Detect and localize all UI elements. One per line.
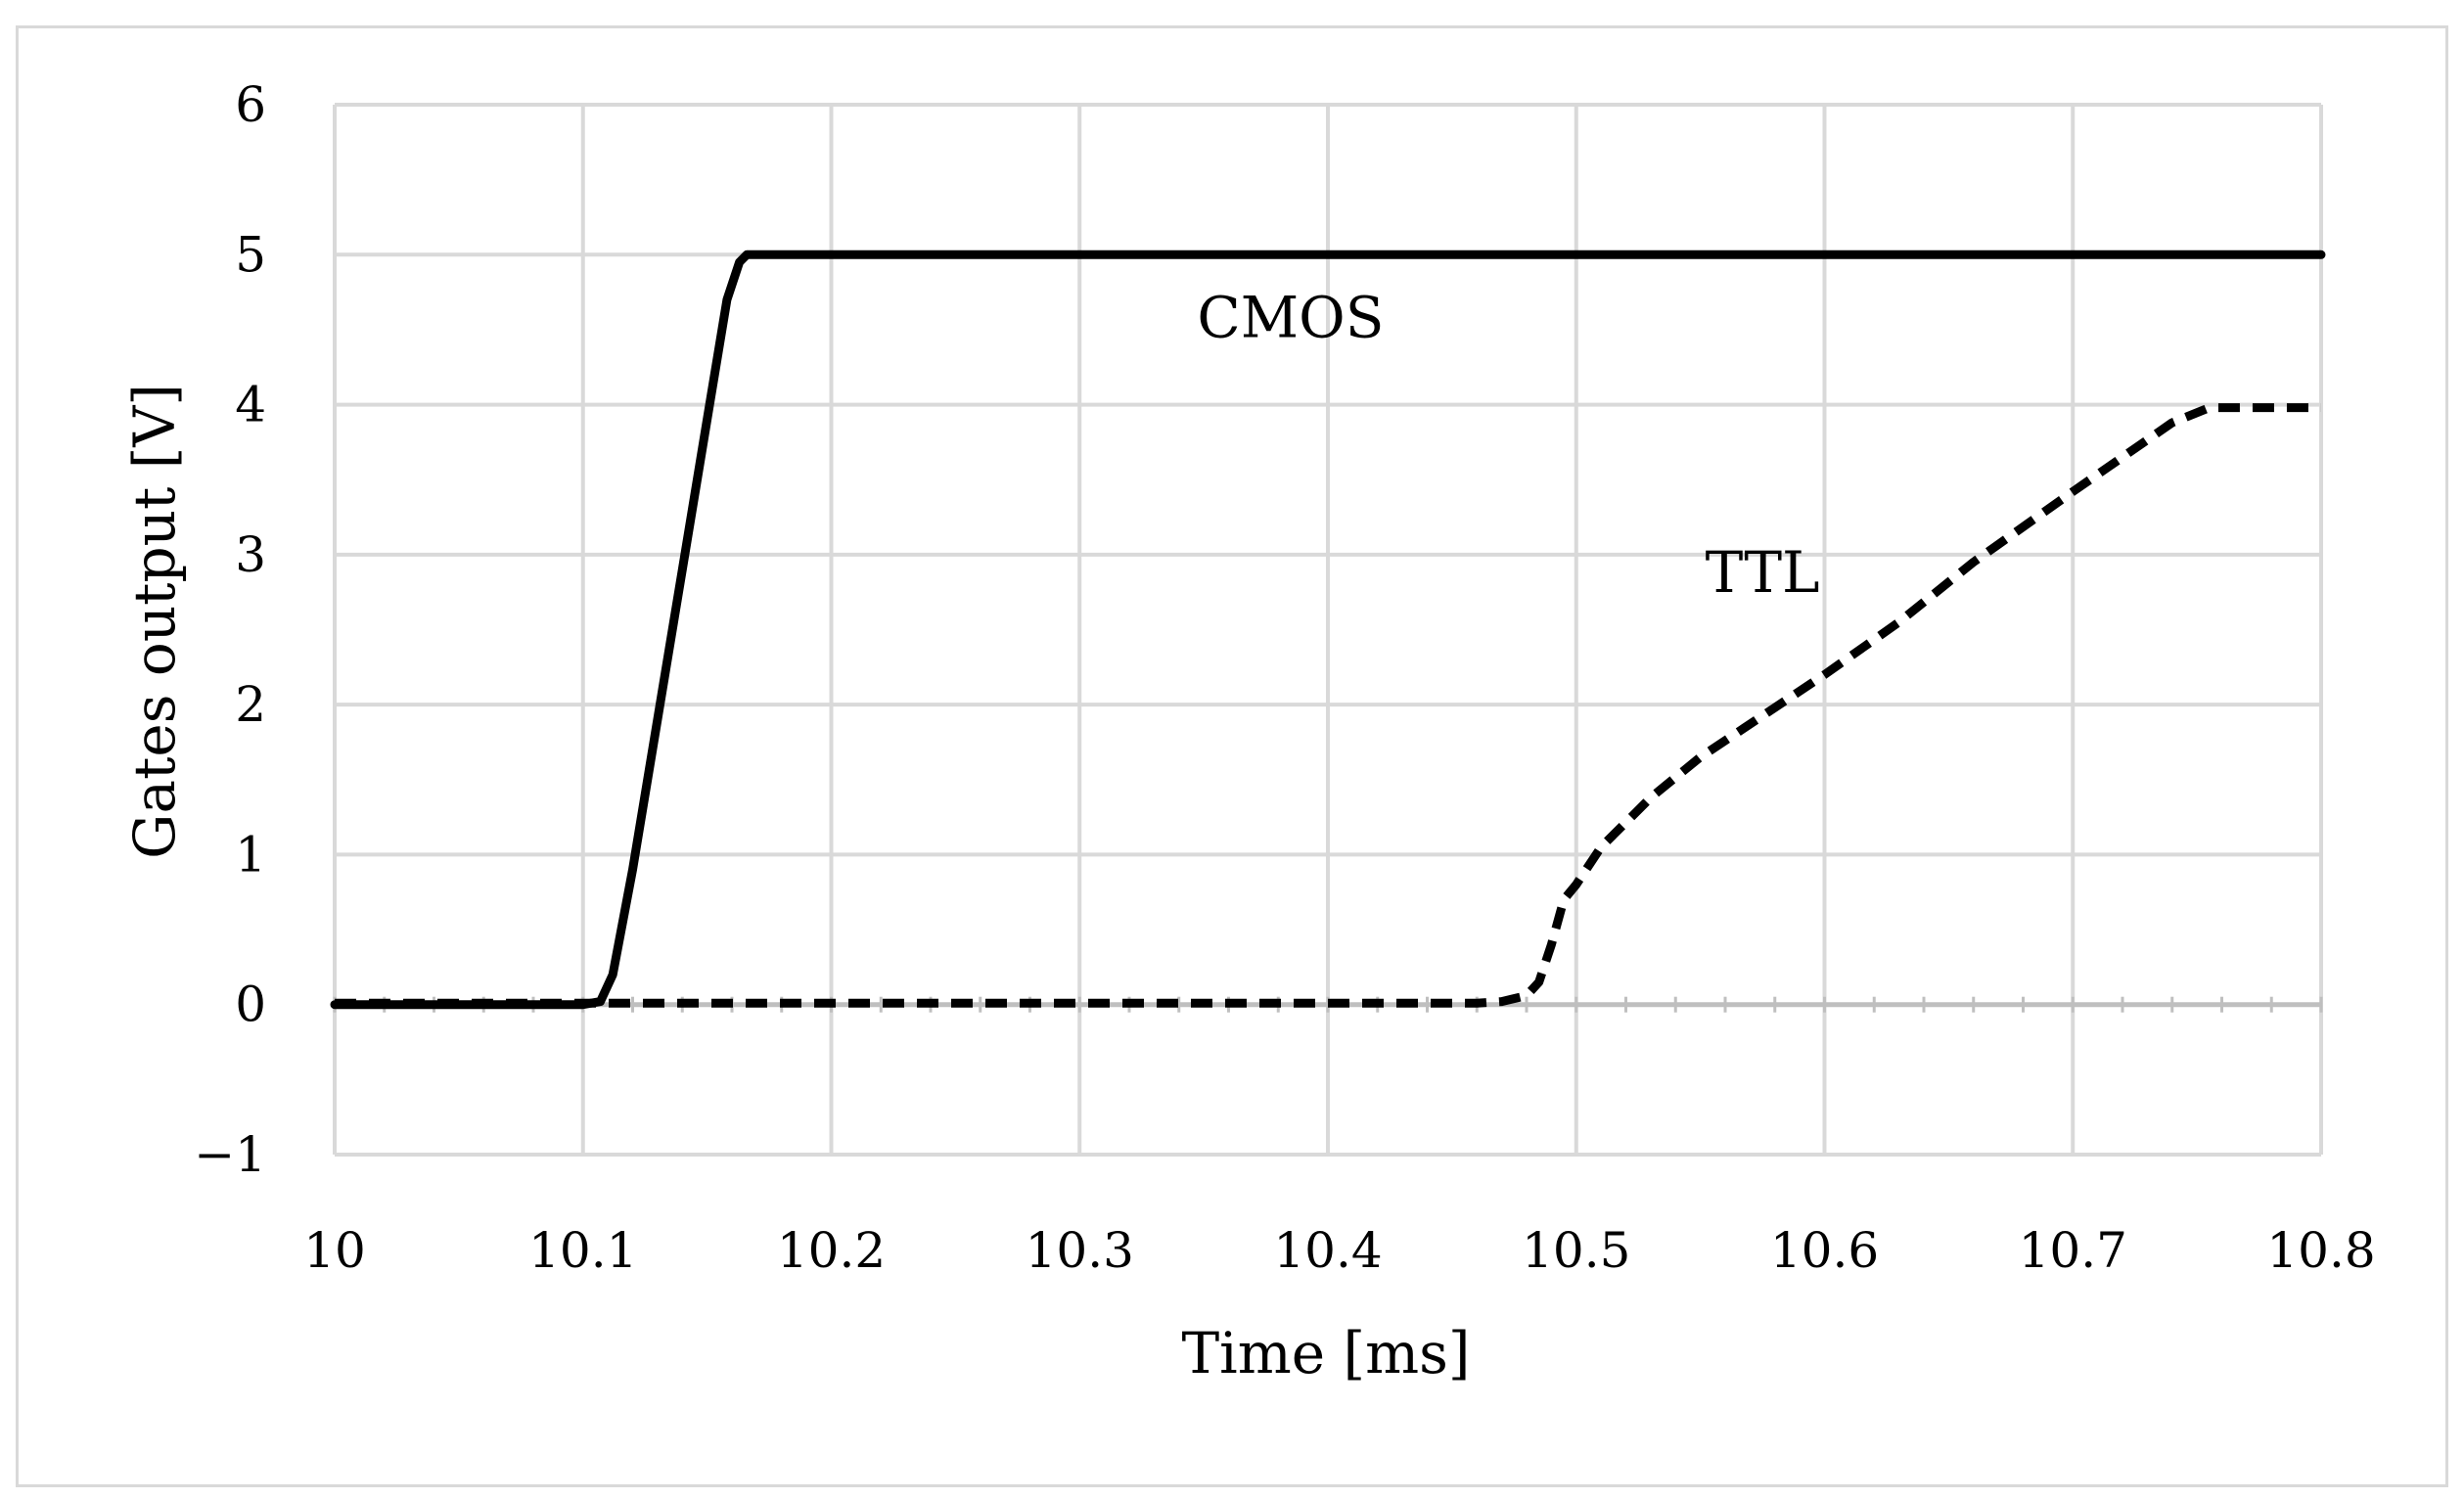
y-axis-title: Gates output [V]	[121, 384, 188, 859]
y-tick-label: 4	[235, 377, 266, 433]
series-label-cmos: CMOS	[1197, 285, 1384, 351]
x-tick-label: 10.6	[1770, 1222, 1879, 1279]
y-tick-label: 2	[235, 676, 266, 733]
grid	[333, 103, 2323, 1157]
x-axis-title: Time [ms]	[1181, 1320, 1470, 1386]
series-line-ttl	[335, 403, 2321, 1008]
series-line-cmos	[330, 250, 2326, 1010]
series	[330, 250, 2326, 1010]
x-tick-label: 10.3	[1026, 1222, 1134, 1279]
labels: 10 10.1 10.2 10.3 10.4 10.5 10.6 10.7 10.8 −1 0 1 2 3…	[194, 76, 2375, 1279]
y-tick-label: 5	[235, 226, 266, 283]
y-tick-label: 1	[235, 826, 266, 883]
y-tick-label: 3	[235, 526, 266, 583]
x-tick-label: 10.5	[1522, 1222, 1630, 1279]
y-tick-label: −1	[194, 1126, 266, 1183]
x-tick-label: 10.7	[2019, 1222, 2127, 1279]
y-tick-label: 6	[235, 76, 266, 133]
x-tick-label: 10.4	[1273, 1222, 1382, 1279]
chart-frame	[16, 25, 2448, 1487]
series-label-ttl: TTL	[1706, 539, 1820, 606]
y-tick-label: 0	[235, 977, 266, 1033]
x-tick-label: 10	[303, 1222, 366, 1279]
x-tick-label: 10.2	[777, 1222, 886, 1279]
x-tick-label: 10.8	[2266, 1222, 2375, 1279]
x-tick-label: 10.1	[528, 1222, 637, 1279]
